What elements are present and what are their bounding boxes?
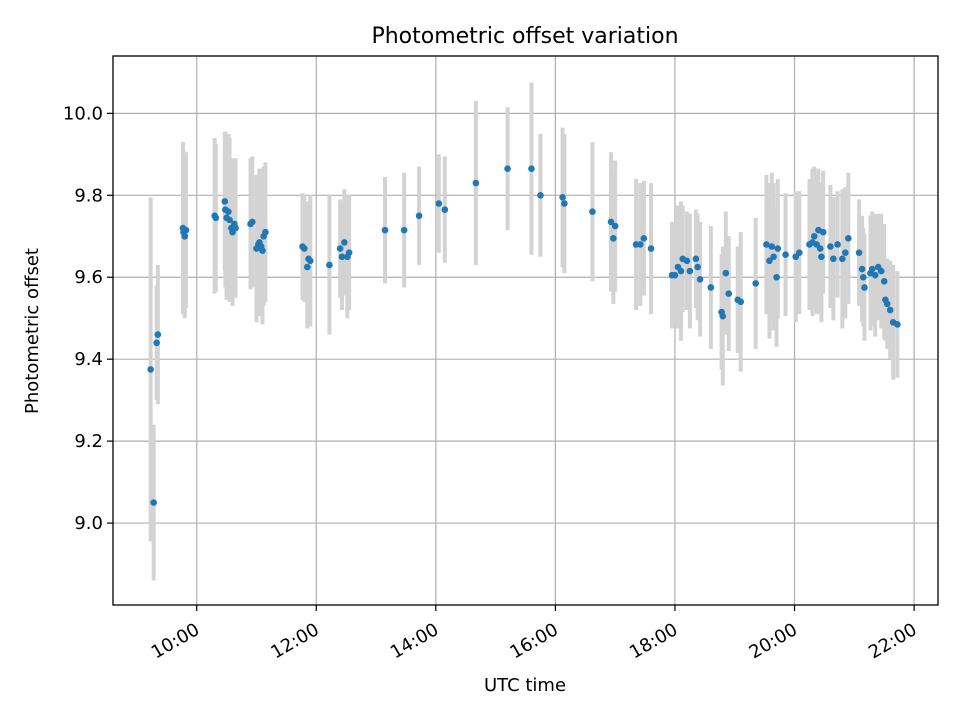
data-point (839, 255, 846, 263)
y-tick-label: 10.0 (63, 103, 103, 124)
data-point (719, 312, 727, 320)
data-point (796, 249, 803, 256)
data-point (816, 245, 824, 252)
data-point (810, 232, 818, 240)
data-point (883, 300, 891, 308)
data-point (818, 253, 825, 261)
chart-title: Photometric offset variation (371, 24, 678, 49)
data-point (694, 263, 701, 271)
data-point (537, 191, 544, 199)
data-point (686, 267, 694, 275)
data-point (858, 265, 866, 273)
data-point (303, 263, 311, 271)
data-point (147, 366, 154, 373)
data-point (182, 226, 190, 234)
data-point (528, 165, 535, 172)
data-point (338, 253, 346, 261)
data-point (868, 265, 876, 273)
data-point (336, 245, 344, 252)
data-point (647, 245, 655, 252)
data-point (435, 200, 443, 207)
data-point (262, 228, 269, 236)
data-point (154, 331, 162, 338)
data-point (561, 200, 568, 207)
data-point (345, 249, 353, 256)
data-point (855, 249, 863, 256)
data-point (692, 255, 700, 263)
data-point (877, 267, 885, 275)
y-tick-label: 9.2 (74, 431, 103, 452)
data-point (782, 251, 789, 259)
data-point (683, 257, 691, 265)
data-point (861, 284, 868, 291)
y-tick-label: 9.6 (74, 267, 103, 288)
data-point (607, 218, 615, 226)
data-point (221, 198, 229, 205)
data-point (842, 249, 849, 256)
data-point (610, 235, 617, 242)
data-point (326, 261, 333, 269)
data-point (770, 253, 777, 261)
data-point (880, 278, 888, 285)
data-point (400, 226, 408, 234)
y-tick-label: 9.4 (74, 349, 103, 370)
data-point (834, 241, 841, 248)
data-point (766, 257, 773, 265)
data-point (472, 179, 480, 187)
data-point (845, 235, 852, 242)
data-point (504, 165, 511, 172)
data-point (671, 271, 679, 279)
data-point (306, 257, 314, 265)
data-point (589, 208, 596, 215)
data-point (150, 499, 157, 506)
data-point (259, 247, 266, 254)
data-point (381, 226, 389, 234)
data-point (752, 280, 759, 287)
data-point (871, 271, 879, 279)
data-point (894, 321, 901, 328)
x-axis-label: UTC time (484, 675, 566, 696)
data-point (636, 241, 644, 248)
data-point (415, 212, 423, 220)
data-point (886, 306, 894, 314)
data-point (677, 267, 685, 275)
data-point (232, 224, 239, 232)
data-point (707, 284, 715, 291)
y-axis-label: Photometric offset (22, 248, 43, 414)
data-point (611, 222, 619, 230)
data-point (226, 216, 233, 224)
plot-frame (112, 55, 939, 606)
data-point (830, 255, 837, 263)
data-point (248, 218, 256, 226)
data-point (773, 273, 780, 281)
data-point (640, 235, 648, 242)
data-point (737, 298, 745, 306)
data-point (819, 228, 827, 236)
data-point (827, 243, 834, 250)
data-point (225, 208, 232, 215)
data-point (763, 241, 770, 248)
data-point (722, 269, 730, 277)
data-point (212, 214, 220, 222)
data-point (559, 194, 566, 201)
y-axis-ticks: 9.0 9.2 9.4 9.6 9.8 10.0 (63, 103, 113, 534)
y-tick-label: 9.8 (74, 185, 103, 206)
data-point (441, 206, 449, 213)
data-point (774, 245, 782, 252)
data-points (147, 165, 901, 506)
y-tick-label: 9.0 (74, 513, 103, 534)
data-point (696, 275, 704, 283)
data-point (341, 239, 348, 246)
data-point (859, 273, 867, 281)
data-point (768, 243, 776, 250)
data-point (725, 290, 733, 297)
data-point (181, 232, 189, 240)
data-point (153, 339, 160, 347)
data-point (301, 245, 308, 252)
